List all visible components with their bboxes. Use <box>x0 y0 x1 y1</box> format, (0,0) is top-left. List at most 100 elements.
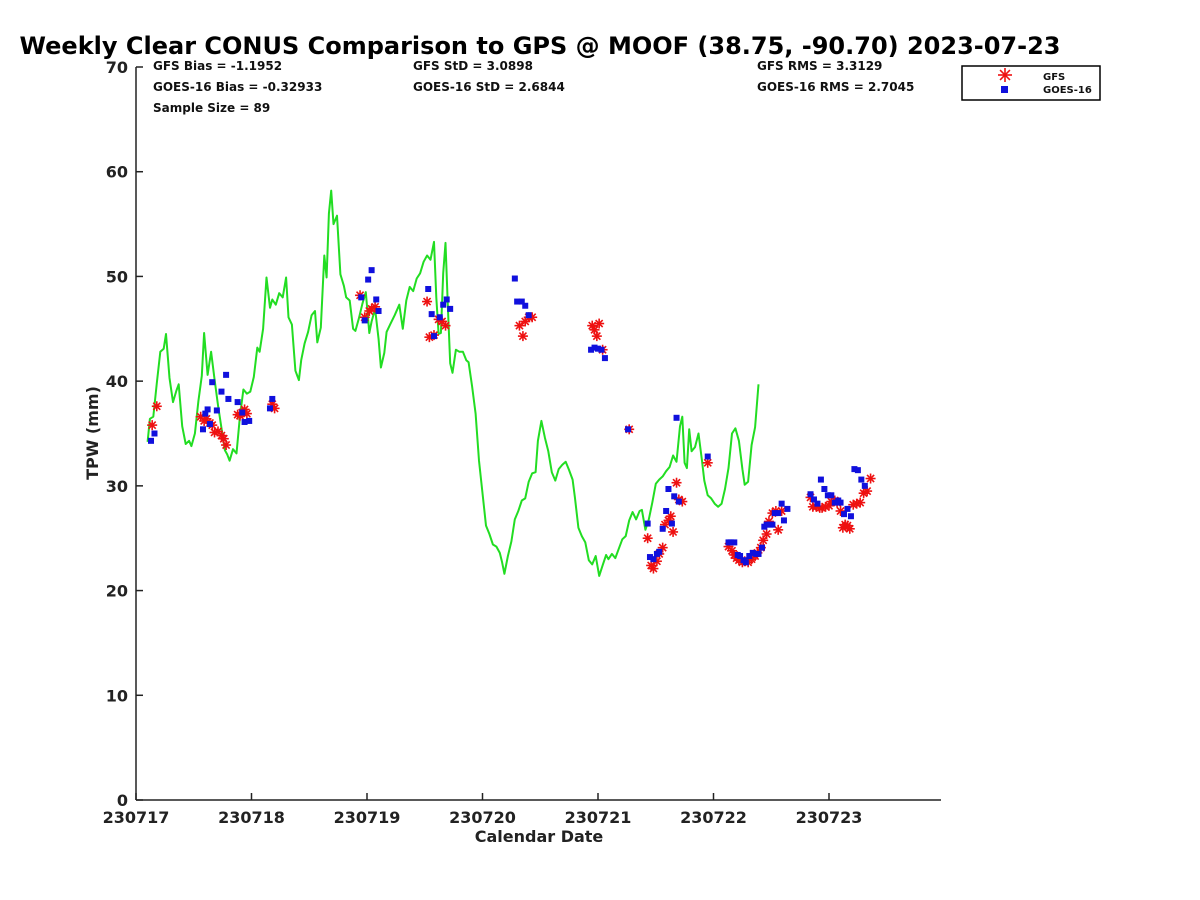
goes-point <box>831 499 838 506</box>
gfs-point <box>761 529 772 540</box>
goes-marker-layer <box>148 267 868 566</box>
goes-std-stat: GOES-16 StD = 2.6844 <box>413 80 565 94</box>
x-tick-label: 230722 <box>680 808 747 827</box>
goes-point <box>821 485 828 492</box>
x-tick-label: 230721 <box>565 808 632 827</box>
goes-point <box>440 301 447 308</box>
goes-point <box>673 414 680 421</box>
goes-point <box>663 507 670 514</box>
goes-point <box>148 437 155 444</box>
gfs-point <box>147 420 158 431</box>
goes-point <box>650 556 657 563</box>
goes-point <box>817 476 824 483</box>
goes-point <box>206 421 213 428</box>
goes-point <box>365 276 372 283</box>
goes-point <box>837 499 844 506</box>
goes-point <box>675 498 682 505</box>
sample-size-stat: Sample Size = 89 <box>153 101 270 115</box>
goes-point <box>598 346 605 353</box>
goes-point <box>368 267 375 274</box>
y-tick-label: 20 <box>106 582 128 601</box>
gfs-point <box>648 563 659 574</box>
goes-point <box>659 525 666 532</box>
goes-point <box>704 453 711 460</box>
goes-point <box>595 345 601 352</box>
goes-point <box>775 510 782 517</box>
y-tick-label: 70 <box>106 58 128 77</box>
goes-point <box>199 426 206 433</box>
goes-point <box>780 517 787 524</box>
goes-point <box>358 294 365 301</box>
statistics-block: GFS Bias = -1.1952 GOES-16 Bias = -0.329… <box>153 59 914 115</box>
y-tick-label: 30 <box>106 477 128 496</box>
gfs-point <box>591 331 602 342</box>
gfs-point <box>702 457 713 468</box>
x-tick-label: 230717 <box>103 808 170 827</box>
goes-point <box>373 296 380 303</box>
goes-point <box>518 298 525 305</box>
goes-point <box>828 492 835 499</box>
goes-point <box>601 355 608 362</box>
goes-point <box>854 467 861 474</box>
goes-point <box>223 371 230 378</box>
x-ticks: 230717 230718 230719 230720 230721 230722 2307… <box>103 793 863 827</box>
goes-point <box>625 426 632 433</box>
goes-point <box>225 395 232 402</box>
goes-point <box>241 418 248 425</box>
goes-point <box>428 311 435 318</box>
goes-point <box>746 553 753 560</box>
goes-point <box>239 409 246 416</box>
legend-gfs-marker <box>998 68 1012 82</box>
plot-area <box>146 189 876 577</box>
goes-point <box>671 493 678 500</box>
y-ticks: 0 10 20 30 40 50 60 70 <box>106 58 143 810</box>
goes-point <box>665 485 672 492</box>
goes-point <box>511 275 518 282</box>
gfs-point <box>440 320 451 331</box>
goes-point <box>731 539 738 546</box>
goes-point <box>759 544 766 551</box>
goes-point <box>851 466 858 473</box>
goes-point <box>213 407 220 414</box>
axes: 0 10 20 30 40 50 60 70 230717 230718 230719 230720… <box>103 58 941 827</box>
goes-point <box>204 406 211 413</box>
goes-point <box>814 500 821 507</box>
goes-point <box>810 496 817 503</box>
goes-point <box>778 500 785 507</box>
x-tick-label: 230723 <box>796 808 863 827</box>
goes-point <box>430 333 437 340</box>
goes-rms-stat: GOES-16 RMS = 2.7045 <box>757 80 914 94</box>
x-tick-label: 230718 <box>218 808 285 827</box>
goes-point <box>218 388 225 395</box>
goes-point <box>151 430 158 437</box>
goes-point <box>763 521 770 528</box>
goes-point <box>209 379 216 386</box>
gfs-point <box>517 331 528 342</box>
goes-point <box>841 511 848 518</box>
gfs-point <box>773 524 784 535</box>
x-tick-label: 230719 <box>334 808 401 827</box>
goes-point <box>824 492 831 499</box>
goes-bias-stat: GOES-16 Bias = -0.32933 <box>153 80 322 94</box>
gfs-point <box>855 497 866 508</box>
goes-point <box>646 554 653 561</box>
goes-point <box>447 305 454 312</box>
gfs-point <box>514 320 525 331</box>
x-axis-label: Calendar Date <box>475 827 604 846</box>
gfs-rms-stat: GFS RMS = 3.3129 <box>757 59 882 73</box>
gfs-point <box>671 477 682 488</box>
goes-point <box>361 317 368 324</box>
y-tick-label: 0 <box>117 791 128 810</box>
goes-point <box>784 505 791 512</box>
legend-gfs-label: GFS <box>1043 72 1065 83</box>
goes-point <box>269 395 276 402</box>
gfs-point <box>657 542 668 553</box>
y-axis-label: TPW (mm) <box>83 386 102 480</box>
goes-point <box>644 520 651 527</box>
goes-point <box>769 521 776 528</box>
chart-title: Weekly Clear CONUS Comparison to GPS @ M… <box>20 32 1061 60</box>
goes-point <box>844 505 851 512</box>
y-tick-label: 60 <box>106 163 128 182</box>
goes-point <box>861 482 868 489</box>
